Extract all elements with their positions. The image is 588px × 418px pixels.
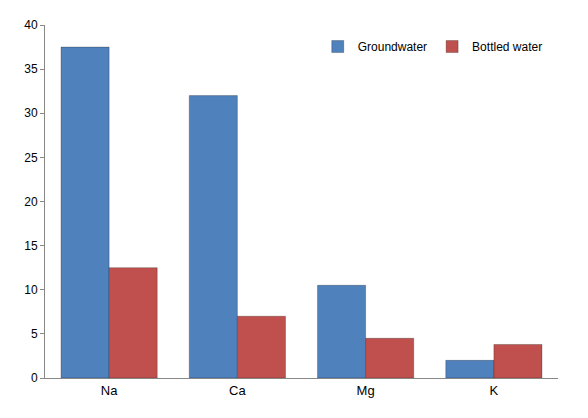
svg-text:Ca: Ca [229,383,246,398]
svg-text:20: 20 [24,195,38,209]
svg-text:Bottled water: Bottled water [472,40,542,54]
svg-text:15: 15 [24,239,38,253]
svg-text:0: 0 [31,371,38,385]
svg-text:5: 5 [31,327,38,341]
svg-text:30: 30 [24,106,38,120]
svg-text:Na: Na [101,383,118,398]
svg-text:25: 25 [24,151,38,165]
svg-text:K: K [490,383,499,398]
svg-text:35: 35 [24,62,38,76]
svg-text:10: 10 [24,283,38,297]
svg-text:Mg: Mg [357,383,375,398]
svg-text:40: 40 [24,18,38,32]
svg-text:Groundwater: Groundwater [358,40,427,54]
